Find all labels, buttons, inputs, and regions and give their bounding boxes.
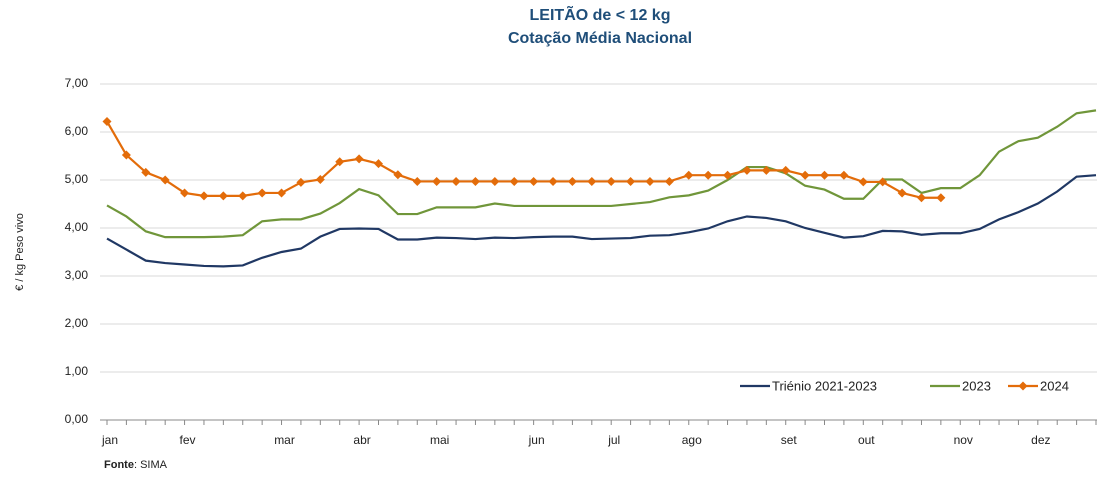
point-marker: [742, 165, 752, 175]
point-marker: [936, 193, 946, 203]
point-marker: [121, 150, 131, 160]
point-marker: [858, 177, 868, 187]
y-tick-label: 5,00: [65, 172, 89, 186]
point-marker: [315, 175, 325, 185]
point-marker: [839, 170, 849, 180]
point-marker: [723, 170, 733, 180]
point-marker: [916, 193, 926, 203]
point-marker: [606, 176, 616, 186]
point-marker: [800, 170, 810, 180]
x-tick-label: fev: [180, 433, 196, 447]
legend-marker: [1018, 381, 1028, 391]
point-marker: [160, 175, 170, 185]
x-tick-label: mai: [430, 433, 449, 447]
point-marker: [432, 176, 442, 186]
y-tick-label: 2,00: [65, 316, 89, 330]
point-marker: [354, 154, 364, 164]
x-tick-label: jul: [607, 433, 620, 447]
x-tick-label: mar: [274, 433, 295, 447]
point-marker: [897, 188, 907, 198]
source: Fonte: SIMA: [104, 459, 168, 471]
point-marker: [529, 176, 539, 186]
legend-label: 2023: [962, 378, 991, 393]
x-tick-label: jun: [528, 433, 545, 447]
point-marker: [820, 170, 830, 180]
point-marker: [335, 157, 345, 167]
point-marker: [277, 188, 287, 198]
x-tick-label: abr: [353, 433, 370, 447]
point-marker: [509, 176, 519, 186]
point-marker: [238, 191, 248, 201]
point-marker: [626, 176, 636, 186]
point-marker: [490, 176, 500, 186]
point-marker: [761, 165, 771, 175]
series-line: [106, 174, 1097, 268]
x-tick-label: out: [858, 433, 875, 447]
x-tick-label: dez: [1031, 433, 1050, 447]
point-marker: [180, 188, 190, 198]
x-tick-label: nov: [954, 433, 973, 447]
legend-label: Triénio 2021-2023: [772, 378, 877, 393]
x-tick-label: ago: [682, 433, 702, 447]
chart-subtitle: Cotação Média Nacional: [508, 30, 692, 47]
y-axis-label: € / kg Peso vivo: [14, 213, 26, 291]
legend-label: 2024: [1040, 378, 1069, 393]
point-marker: [587, 176, 597, 186]
point-marker: [878, 177, 888, 187]
y-tick-label: 7,00: [65, 76, 89, 90]
y-tick-label: 4,00: [65, 220, 89, 234]
point-marker: [296, 177, 306, 187]
point-marker: [548, 176, 558, 186]
source-text: : SIMA: [134, 459, 168, 471]
series-line: [106, 120, 941, 199]
point-marker: [470, 176, 480, 186]
source-label: Fonte: [104, 459, 134, 471]
y-tick-label: 1,00: [65, 364, 89, 378]
x-tick-label: set: [781, 433, 798, 447]
point-marker: [781, 165, 791, 175]
point-marker: [393, 170, 403, 180]
point-marker: [664, 176, 674, 186]
chart-title: LEITÃO de < 12 kg: [530, 4, 671, 24]
point-marker: [218, 191, 228, 201]
point-marker: [412, 176, 422, 186]
x-tick-label: jan: [101, 433, 118, 447]
y-tick-label: 6,00: [65, 124, 89, 138]
point-marker: [684, 170, 694, 180]
point-marker: [373, 159, 383, 169]
y-tick-label: 0,00: [65, 412, 89, 426]
point-marker: [645, 176, 655, 186]
point-marker: [257, 188, 267, 198]
point-marker: [567, 176, 577, 186]
y-tick-label: 3,00: [65, 268, 89, 282]
point-marker: [199, 191, 209, 201]
point-marker: [102, 116, 112, 126]
series-line: [106, 109, 1097, 239]
point-marker: [451, 176, 461, 186]
point-marker: [141, 167, 151, 177]
point-marker: [703, 170, 713, 180]
